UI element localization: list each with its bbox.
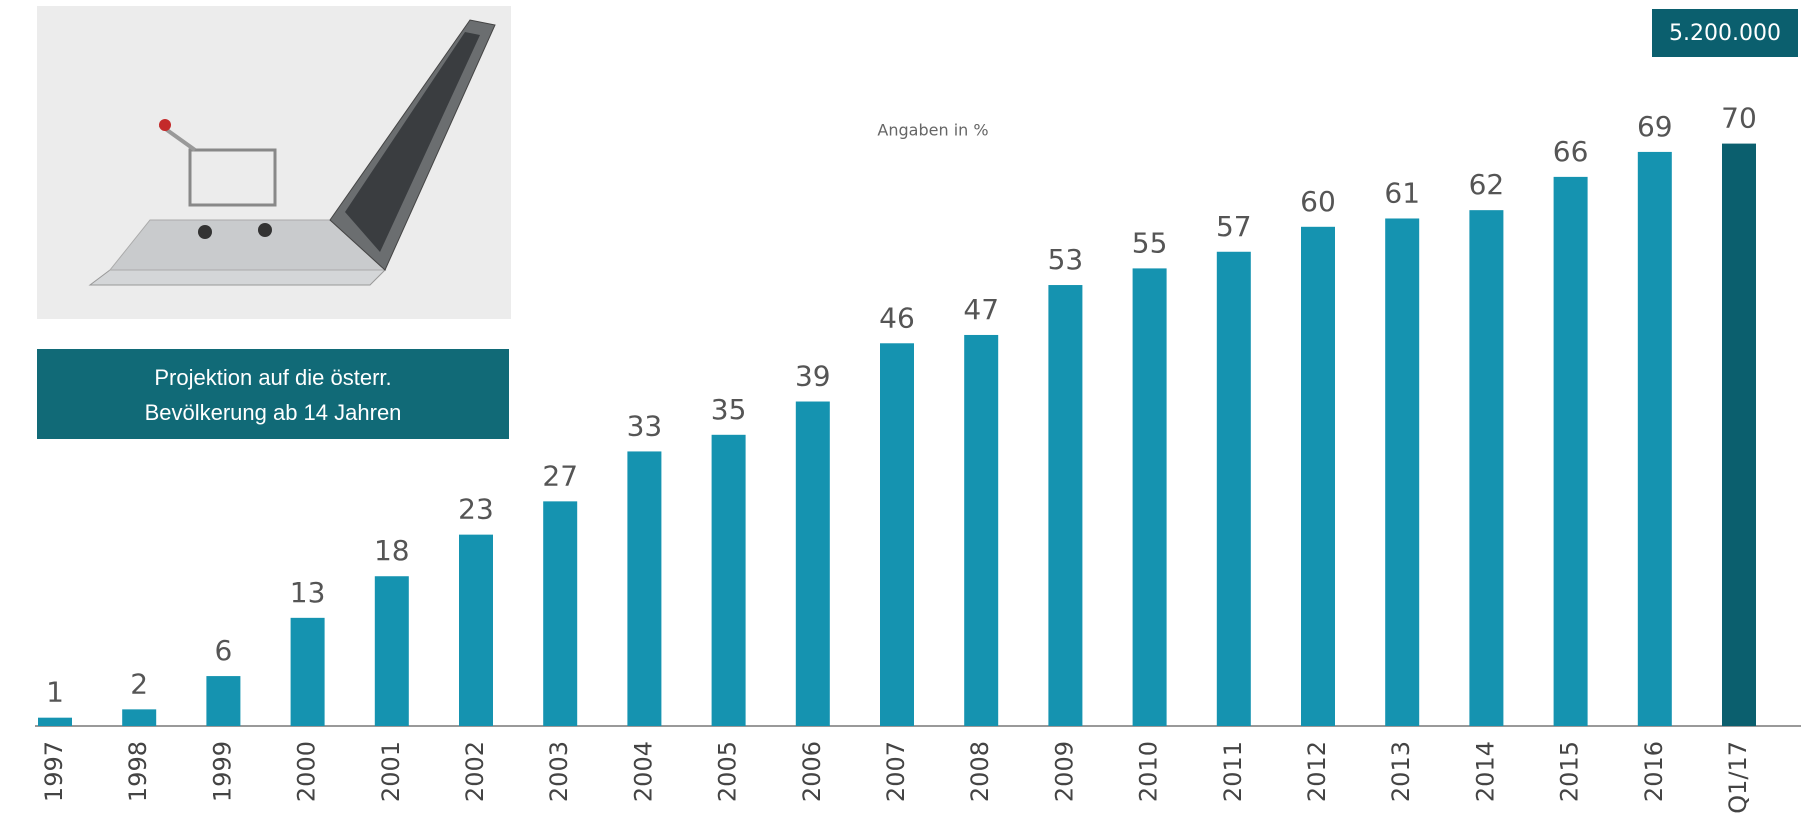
value-label: 55 (1132, 226, 1168, 259)
note-box (37, 349, 509, 439)
x-tick-label: 1999 (208, 741, 236, 802)
bar (1301, 227, 1335, 726)
value-label: 18 (374, 534, 410, 567)
value-label: 46 (879, 301, 915, 334)
x-tick-label: 1998 (124, 741, 152, 802)
illustration (37, 6, 511, 319)
bar (796, 402, 830, 726)
value-label: 35 (711, 393, 747, 426)
value-label: 66 (1553, 135, 1589, 168)
x-tick-label: 2002 (461, 741, 489, 802)
bar (1048, 285, 1082, 726)
bar (291, 618, 325, 726)
x-tick-label: 2004 (629, 741, 657, 802)
bar (375, 576, 409, 726)
bar (1722, 144, 1756, 726)
x-tick-label: 1997 (40, 741, 68, 802)
value-label: 69 (1637, 110, 1673, 143)
value-label: 39 (795, 360, 831, 393)
note-line: Projektion auf die österr. (154, 365, 391, 390)
bar (1385, 218, 1419, 726)
subtitle: Angaben in % (877, 121, 988, 140)
bar (1217, 252, 1251, 726)
x-tick-label: 2000 (293, 741, 321, 802)
value-label: 57 (1216, 210, 1252, 243)
x-tick-label: 2006 (798, 741, 826, 802)
x-tick-label: 2003 (545, 741, 573, 802)
x-tick-label: Q1/17 (1724, 741, 1752, 814)
value-label: 60 (1300, 185, 1336, 218)
value-label: 53 (1048, 243, 1084, 276)
value-label: 33 (627, 409, 663, 442)
value-label: 13 (290, 576, 326, 609)
bar (206, 676, 240, 726)
x-tick-label: 2015 (1556, 741, 1584, 802)
value-label: 27 (542, 459, 578, 492)
value-label: 62 (1469, 168, 1505, 201)
x-tick-label: 2012 (1303, 741, 1331, 802)
note-line: Bevölkerung ab 14 Jahren (145, 400, 402, 425)
bar (459, 535, 493, 726)
value-label: 23 (458, 493, 494, 526)
value-label: 70 (1721, 102, 1757, 135)
bar (38, 718, 72, 726)
x-tick-label: 2001 (377, 741, 405, 802)
bar (880, 343, 914, 726)
x-tick-label: 2014 (1471, 741, 1499, 802)
x-tick-label: 2016 (1640, 741, 1668, 802)
value-label: 2 (130, 667, 148, 700)
x-tick-label: 2007 (882, 741, 910, 802)
bar (712, 435, 746, 726)
x-tick-label: 2013 (1387, 741, 1415, 802)
value-label: 61 (1384, 176, 1420, 209)
bar (122, 709, 156, 726)
bar (1133, 268, 1167, 726)
value-label: 47 (963, 293, 999, 326)
badge: 5.200.000 (1669, 21, 1781, 46)
bar (1469, 210, 1503, 726)
value-label: 1 (46, 676, 64, 709)
bar (1638, 152, 1672, 726)
x-tick-label: 2008 (966, 741, 994, 802)
x-tick-label: 2011 (1219, 741, 1247, 802)
x-tick-label: 2009 (1050, 741, 1078, 802)
chart: Projektion auf die österr. Bevölkerung a… (0, 0, 1801, 836)
bar (964, 335, 998, 726)
value-label: 6 (214, 634, 232, 667)
x-tick-label: 2010 (1135, 741, 1163, 802)
x-tick-label: 2005 (714, 741, 742, 802)
bar (627, 451, 661, 726)
bar (1554, 177, 1588, 726)
bar (543, 501, 577, 726)
